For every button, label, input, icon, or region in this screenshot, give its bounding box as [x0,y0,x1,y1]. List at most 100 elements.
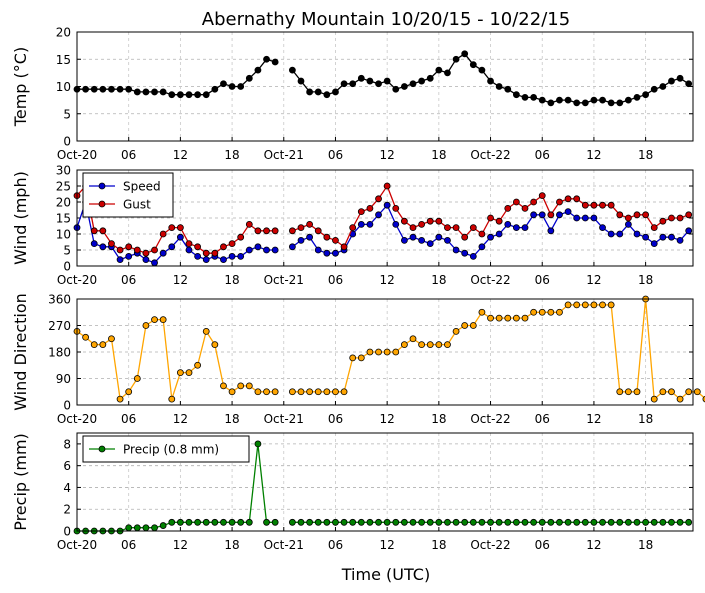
wind-legend-label: Gust [123,198,151,212]
precip-data-point [228,518,236,526]
wind-data-point [314,246,322,254]
temp-data-point [82,85,90,93]
wind-legend-label: Speed [123,180,161,194]
wind-xtick-label: Oct-20 [57,273,97,287]
dir-xtick-label: Oct-20 [57,412,97,426]
wind-data-point [185,240,193,248]
dir-data-point [202,327,210,335]
precip-data-point [607,518,615,526]
wind-data-point [452,246,460,254]
dir-xtick-label: 12 [173,412,188,426]
wind-data-point [400,217,408,225]
precip-data-point [349,518,357,526]
precip-xtick-label: Oct-20 [57,538,97,552]
temp-data-point [478,66,486,74]
temp-data-point [573,99,581,107]
precip-data-point [220,518,227,526]
wind-data-point [633,230,641,238]
precip-data-point [573,518,581,526]
temp-xtick-label: 18 [224,148,239,162]
temp-data-point [418,77,426,85]
wind-data-point [616,211,624,219]
wind-data-point [685,211,693,219]
dir-data-point [538,308,546,316]
temp-data-point [349,80,357,88]
dir-data-point [530,308,538,316]
dir-data-point [478,308,486,316]
dir-data-point [521,314,529,322]
wind-data-point [159,230,167,238]
wind-ytick-label: 5 [63,244,71,258]
dir-xtick-label: 06 [328,412,343,426]
wind-data-point [108,240,115,248]
wind-ylabel: Wind (mph) [11,171,30,265]
dir-data-point [435,341,443,349]
precip-data-point [159,522,167,529]
temp-xtick-label: 18 [638,148,653,162]
temp-data-point [306,88,314,96]
dir-ytick-label: 90 [56,372,71,386]
wind-data-point [650,240,658,248]
dir-data-point [685,388,693,396]
wind-ytick-label: 25 [56,180,71,194]
wind-xtick-label: Oct-22 [470,273,510,287]
temp-xtick-label: 12 [380,148,395,162]
dir-ytick-label: 0 [63,399,71,413]
dir-series-line [76,298,705,401]
wind-data-point [624,214,632,222]
precip-data-point [297,518,305,526]
precip-xtick-label: 06 [328,538,343,552]
wind-data-point [375,211,382,219]
temp-xtick-label: Oct-22 [470,148,510,162]
dir-data-point [82,333,90,341]
wind-data-point [444,224,451,232]
wind-ytick-label: 20 [56,196,71,210]
dir-data-point [220,382,227,390]
temp-data-point [288,66,296,74]
precip-xtick-label: 18 [224,538,239,552]
wind-data-point [125,252,133,260]
wind-data-point [323,249,331,257]
wind-data-point [383,201,391,209]
precip-data-point [306,518,314,526]
wind-data-point [90,227,98,235]
temp-data-point [487,77,494,85]
wind-data-point [512,224,520,232]
precip-data-point [125,524,133,532]
wind-data-point [151,259,158,267]
precip-data-point [659,518,667,526]
wind-data-point [263,227,270,235]
wind-data-point [590,214,598,222]
wind-data-point [228,240,236,248]
temp-data-point [125,85,133,93]
dir-data-point [151,316,158,324]
precip-xtick-label: Oct-22 [470,538,510,552]
wind-data-point [254,227,262,235]
precip-ytick-label: 2 [63,503,71,517]
wind-xtick-label: 06 [535,273,550,287]
temp-data-point [151,88,158,96]
x-axis-label: Time (UTC) [341,565,430,584]
wind-data-point [504,220,512,228]
dir-data-point [633,388,641,396]
dir-data-point [452,327,460,335]
wind-data-point [116,256,124,264]
precip-data-point [624,518,632,526]
temp-data-point [607,99,615,107]
dir-frame [76,298,694,406]
wind-data-point [426,217,434,225]
wind-data-point [185,246,193,254]
temp-data-point [116,85,124,93]
temp-data-point [599,96,606,104]
precip-xtick-label: Oct-21 [264,538,304,552]
wind-data-point [478,243,486,251]
wind-data-point [564,195,572,203]
wind-data-point [538,211,546,219]
wind-series-0 [73,198,693,267]
wind-data-point [263,246,270,254]
dir-data-point [375,348,382,356]
dir-data-point [461,322,469,329]
temp-data-point [685,80,693,88]
dir-data-point [702,395,705,403]
wind-data-point [581,214,589,222]
